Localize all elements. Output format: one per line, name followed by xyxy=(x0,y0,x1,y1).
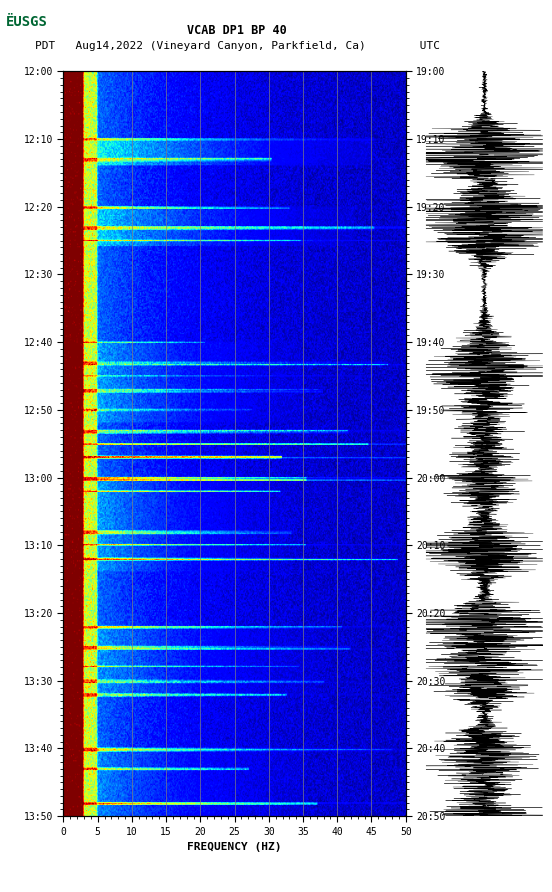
Text: ËUSGS: ËUSGS xyxy=(6,15,47,29)
Text: VCAB DP1 BP 40: VCAB DP1 BP 40 xyxy=(188,24,287,37)
Text: USGS: USGS xyxy=(13,12,43,24)
Text: PDT   Aug14,2022 (Vineyard Canyon, Parkfield, Ca)        UTC: PDT Aug14,2022 (Vineyard Canyon, Parkfie… xyxy=(35,41,440,52)
X-axis label: FREQUENCY (HZ): FREQUENCY (HZ) xyxy=(187,842,282,852)
